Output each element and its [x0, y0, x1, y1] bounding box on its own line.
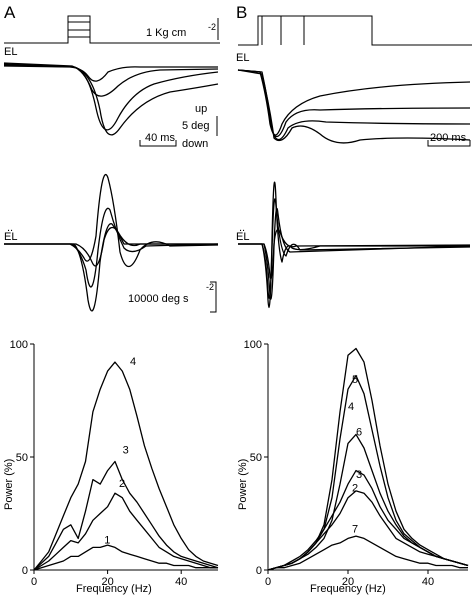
force-scale-label: 1 Kg cm	[146, 27, 186, 39]
y-tick-label-a-100: 100	[10, 339, 28, 351]
time-scale-label-a: 40 ms	[145, 132, 175, 144]
el-dot-mark-a: ..	[7, 222, 13, 234]
el-dot-mark-b: ..	[239, 222, 245, 234]
series-label-b-5: 5	[352, 374, 358, 386]
up-label-a: up	[195, 103, 207, 115]
series-line-a-4	[33, 361, 219, 571]
series-line-a-3	[33, 460, 219, 571]
deg-scale-label-a: 5 deg	[182, 120, 210, 132]
x-tick-label-b-20: 20	[342, 576, 354, 588]
el-dot-label-b: EL	[236, 231, 249, 243]
el-traces-b	[237, 69, 471, 144]
series-label-a-1: 1	[104, 534, 110, 546]
series-label-b-3: 3	[356, 469, 362, 481]
el-traces-a	[3, 62, 219, 136]
time-scale-bar-b	[427, 140, 471, 147]
time-scale-bar-a	[139, 140, 177, 147]
accel-scale-label-a: 10000 deg s	[128, 293, 189, 305]
panel-letter-b: B	[236, 3, 247, 22]
series-line-a-2	[33, 492, 218, 571]
series-line-b-7	[267, 535, 468, 571]
x-tick-label-a-40: 40	[175, 576, 187, 588]
panel-letter-a: A	[4, 3, 16, 22]
x-tick-label-a-20: 20	[101, 576, 113, 588]
accel-traces-a	[4, 173, 219, 312]
force-trace-a	[4, 15, 220, 44]
x-tick-label-b-40: 40	[422, 576, 434, 588]
series-label-b-2: 2	[352, 483, 358, 495]
y-tick-label-b-50: 50	[250, 452, 262, 464]
y-tick-label-b-0: 0	[256, 565, 262, 577]
y-axis-label-a: Power (%)	[3, 459, 15, 510]
y-tick-label-b-100: 100	[244, 339, 262, 351]
series-label-a-3: 3	[123, 445, 129, 457]
series-label-b-4: 4	[348, 401, 354, 413]
series-label-a-2: 2	[119, 478, 125, 490]
accel-scale-exp-a: -2	[206, 282, 214, 292]
series-line-b-6	[267, 433, 469, 571]
series-label-b-7: 7	[352, 523, 358, 535]
el-label-b: EL	[236, 52, 249, 64]
x-axis-label-b: Frequency (Hz)	[310, 583, 386, 595]
x-tick-label-a-0: 0	[31, 576, 37, 588]
el-dot-label-a: EL	[4, 231, 17, 243]
series-line-a-1	[33, 544, 218, 571]
x-axis-label-a: Frequency (Hz)	[76, 583, 152, 595]
x-tick-label-b-0: 0	[265, 576, 271, 588]
series-label-b-6: 6	[356, 426, 362, 438]
el-label-a: EL	[4, 46, 17, 58]
force-scale-exp: -2	[208, 22, 216, 32]
accel-traces-b	[238, 181, 471, 309]
force-trace-b	[238, 15, 472, 46]
time-scale-label-b: 200 ms	[430, 132, 467, 144]
down-label-a: down	[182, 138, 208, 150]
spectrum-chart-b: 0 20 40 0 50 100 2 3 4 5 6 7 Power (%) Frequency (…	[237, 339, 469, 595]
y-tick-label-a-50: 50	[16, 452, 28, 464]
accel-scale-bar-a	[210, 281, 217, 313]
spectrum-chart-a: 0 20 40 0 50 100 1 2 3 4 Power (%) Frequency (Hz…	[3, 339, 219, 595]
series-label-a-4: 4	[130, 356, 136, 368]
y-axis-label-b: Power (%)	[237, 459, 249, 510]
y-tick-label-a-0: 0	[22, 565, 28, 577]
